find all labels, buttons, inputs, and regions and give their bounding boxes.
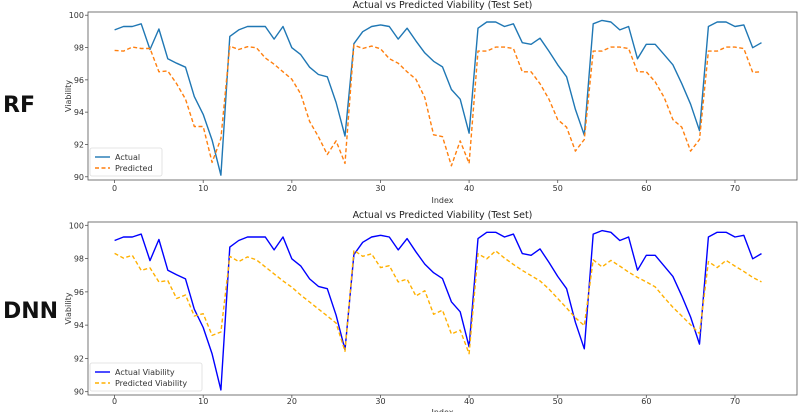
y-axis-label: Viability — [64, 292, 73, 324]
series-line-actual — [114, 19, 762, 176]
plot-frame — [87, 11, 798, 181]
chart-title: Actual vs Predicted Viability (Test Set) — [353, 210, 533, 221]
x-tick-label: 70 — [730, 184, 740, 193]
plot-frame — [87, 221, 798, 396]
chart-title: Actual vs Predicted Viability (Test Set) — [353, 0, 533, 11]
chart-panel-dnn: DNN Actual vs Predicted Viability (Test S… — [3, 210, 798, 412]
y-tick-label: 100 — [69, 11, 84, 20]
y-tick-label: 92 — [74, 140, 84, 149]
x-tick-label: 70 — [730, 397, 740, 406]
y-tick-label: 92 — [74, 354, 84, 363]
series-line-actual-viability — [114, 229, 762, 391]
x-tick-label: 40 — [464, 397, 474, 406]
x-tick-label: 20 — [287, 397, 297, 406]
chart-panel-rf: RF Actual vs Predicted Viability (Test Se… — [3, 0, 798, 205]
legend-label: Actual Viability — [115, 368, 175, 377]
series-line-predicted-viability — [114, 249, 762, 355]
x-tick-label: 60 — [641, 184, 651, 193]
y-tick-label: 98 — [74, 44, 84, 53]
y-tick-label: 94 — [74, 321, 84, 330]
x-tick-label: 0 — [112, 184, 117, 193]
y-tick-label: 94 — [74, 108, 84, 117]
x-tick-label: 30 — [375, 397, 385, 406]
y-tick-label: 90 — [74, 173, 84, 182]
x-tick-label: 10 — [198, 184, 208, 193]
x-tick-label: 30 — [375, 184, 385, 193]
y-tick-label: 100 — [69, 221, 84, 230]
y-tick-label: 98 — [74, 255, 84, 264]
legend: Actual Viability Predicted Viability — [89, 362, 203, 392]
x-tick-label: 50 — [553, 397, 563, 406]
y-axis-label: Viability — [64, 80, 73, 112]
row-label: DNN — [3, 299, 58, 324]
legend-box — [89, 362, 203, 392]
y-tick-label: 90 — [74, 388, 84, 397]
x-tick-label: 0 — [112, 397, 117, 406]
legend-label: Predicted Viability — [115, 379, 187, 388]
x-tick-label: 20 — [287, 184, 297, 193]
legend-label: Predicted — [115, 164, 153, 173]
x-axis-label: Index — [431, 408, 453, 412]
x-axis-label: Index — [431, 196, 453, 205]
x-tick-label: 50 — [553, 184, 563, 193]
y-tick-label: 96 — [74, 76, 84, 85]
row-label: RF — [3, 93, 35, 118]
y-tick-label: 96 — [74, 288, 84, 297]
legend-box — [89, 147, 163, 177]
series-line-predicted — [114, 44, 762, 167]
legend: Actual Predicted — [89, 147, 163, 177]
x-tick-label: 40 — [464, 184, 474, 193]
x-tick-label: 60 — [641, 397, 651, 406]
x-tick-label: 10 — [198, 397, 208, 406]
legend-label: Actual — [115, 153, 140, 162]
